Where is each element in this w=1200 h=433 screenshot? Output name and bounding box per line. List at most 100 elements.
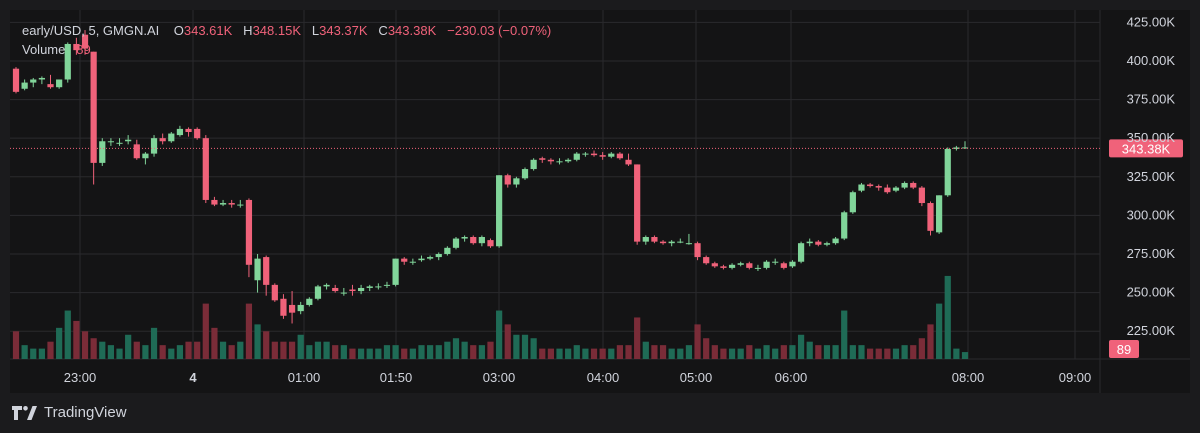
volume-bar <box>64 310 71 359</box>
volume-bar <box>547 348 554 359</box>
candle-body <box>634 164 641 242</box>
volume-bar <box>754 348 762 359</box>
volume-bar <box>444 341 451 359</box>
candle-body <box>435 253 442 258</box>
volume-bar <box>668 348 675 359</box>
volume-bar <box>254 324 261 359</box>
candlestick-chart[interactable]: 343.38K 89 425.00K 400.00K 375.00K 350.00K 32… <box>10 10 1190 393</box>
high-value: 348.15K <box>252 23 301 38</box>
x-tick-label: 23:00 <box>64 370 97 385</box>
x-tick-label: 01:00 <box>288 370 321 385</box>
volume-bar <box>116 348 123 359</box>
candle-body <box>73 43 80 51</box>
candle-body <box>496 175 503 247</box>
volume-bars <box>12 275 969 359</box>
candle-body <box>185 128 192 132</box>
close-value: 343.38K <box>387 23 437 38</box>
volume-bar <box>590 348 598 359</box>
volume-bar <box>176 345 184 359</box>
candle-body <box>478 237 485 244</box>
tradingview-logo[interactable]: TradingView <box>12 404 127 421</box>
volume-bar <box>323 341 330 359</box>
volume-bar <box>599 348 606 359</box>
volume-bar <box>271 341 278 359</box>
candle-body <box>375 286 382 288</box>
candle-body <box>332 287 339 292</box>
volume-bar <box>823 345 831 359</box>
candle-body <box>357 287 365 292</box>
candle-body <box>228 203 235 205</box>
candle-body <box>815 241 822 245</box>
volume-label[interactable]: Volume <box>22 42 66 57</box>
candle-body <box>211 199 218 205</box>
low-value: 343.37K <box>319 23 368 38</box>
time-axis: 23:00 4 01:00 01:50 03:00 04:00 05:00 06:00 08:0… <box>64 370 1092 385</box>
candle-body <box>565 159 572 162</box>
volume-bar <box>452 338 460 359</box>
volume-bar <box>150 327 158 359</box>
volume-bar <box>918 338 925 359</box>
volume-bar <box>565 348 572 359</box>
volume-bar <box>194 341 201 359</box>
x-tick-label: 04:00 <box>587 370 620 385</box>
candle-body <box>823 243 831 245</box>
volume-bar <box>720 348 727 359</box>
candle-body <box>12 68 20 92</box>
volume-bar <box>944 275 951 359</box>
volume-bar <box>297 334 304 359</box>
volume-bar <box>332 345 339 359</box>
volume-bar <box>659 345 667 359</box>
candle-body <box>314 286 322 299</box>
volume-bar <box>392 345 399 359</box>
candle-body <box>461 237 468 239</box>
volume-bar <box>81 331 89 359</box>
candle-body <box>953 147 960 149</box>
volume-bar <box>357 348 365 359</box>
volume-bar <box>219 341 227 359</box>
volume-bar <box>763 345 770 359</box>
candle-body <box>263 257 270 285</box>
x-tick-label: 09:00 <box>1059 370 1092 385</box>
candle-body <box>513 178 520 185</box>
y-tick-label: 225.00K <box>1127 323 1176 338</box>
symbol-label[interactable]: early/USD, 5, GMGN.AI <box>22 23 160 38</box>
volume-bar <box>521 334 529 359</box>
volume-bar <box>12 331 20 359</box>
volume-bar <box>634 317 641 359</box>
candle-body <box>99 141 106 163</box>
volume-bar <box>642 341 649 359</box>
candle-body <box>81 34 89 49</box>
volume-bar <box>306 345 313 359</box>
candle-body <box>832 238 839 244</box>
candle-body <box>866 184 874 187</box>
candle-body <box>642 237 649 242</box>
candle-body <box>582 153 589 155</box>
candle-body <box>590 153 598 156</box>
volume-bar <box>185 341 192 359</box>
candle-body <box>392 258 399 285</box>
candle-body <box>64 43 71 80</box>
volume-bar <box>875 348 882 359</box>
candle-body <box>254 258 261 281</box>
candle-body <box>901 182 908 188</box>
volume-bar <box>539 348 546 359</box>
tradingview-icon <box>12 405 37 420</box>
candle-body <box>651 237 658 242</box>
candle-body <box>677 241 684 243</box>
candle-body <box>56 79 63 88</box>
volume-bar <box>711 345 718 359</box>
volume-bar <box>478 345 485 359</box>
volume-bar <box>858 345 865 359</box>
candle-body <box>176 128 184 136</box>
chart-panel[interactable]: 343.38K 89 425.00K 400.00K 375.00K 350.00K 32… <box>10 10 1190 393</box>
candle-body <box>797 243 805 262</box>
ohlc-legend: early/USD, 5, GMGN.AI O343.61K H348.15K … <box>22 23 551 38</box>
candle-body <box>599 155 606 157</box>
volume-bar <box>651 345 658 359</box>
price-candles <box>12 30 969 324</box>
volume-bar <box>99 341 106 359</box>
candle-body <box>780 263 787 268</box>
candle-body <box>772 261 779 263</box>
volume-bar <box>228 345 235 359</box>
volume-bar <box>892 348 900 359</box>
